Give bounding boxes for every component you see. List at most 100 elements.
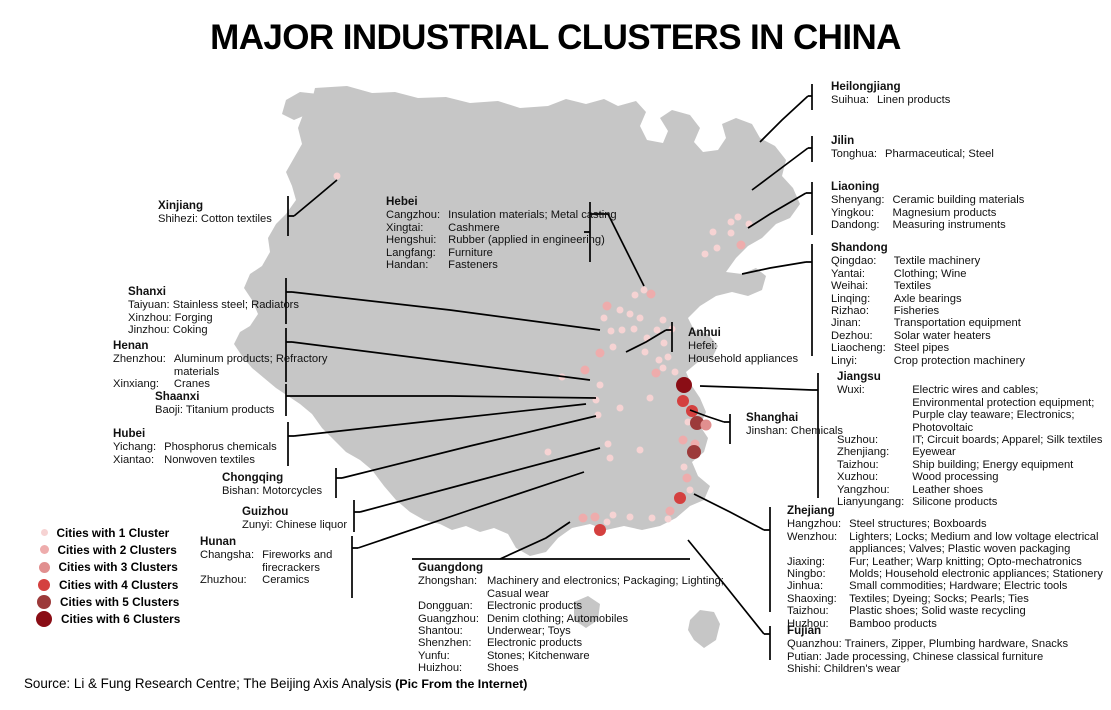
callout-products: Molds; Household electronic appliances; … bbox=[849, 568, 1103, 581]
city-dot-1-cluster bbox=[709, 228, 717, 236]
callout-entry: Shihezi: Cotton textiles bbox=[158, 213, 272, 226]
city-dot-4-cluster bbox=[677, 395, 689, 407]
callout-entry: Yantai: Clothing; Wine bbox=[831, 268, 1025, 280]
callout-products-cont: materials bbox=[173, 365, 220, 378]
page-title: MAJOR INDUSTRIAL CLUSTERS IN CHINA bbox=[210, 18, 901, 57]
callout-city: Hefei: bbox=[688, 340, 718, 353]
callout-line: Quanzhou: Trainers, Zipper, Plumbing har… bbox=[787, 638, 1069, 651]
callout-products: Small commodities; Hardware; Electric to… bbox=[849, 580, 1068, 593]
city-dot-1-cluster bbox=[653, 326, 661, 334]
callout-city: Yunfu: bbox=[418, 649, 450, 662]
legend-item-3: Cities with 3 Clusters bbox=[36, 559, 180, 576]
callout-city: Wuxi: bbox=[837, 384, 865, 397]
legend-label: Cities with 2 Clusters bbox=[57, 542, 177, 557]
callout-city: Xinxiang: bbox=[113, 378, 160, 391]
city-dot-1-cluster bbox=[616, 404, 624, 412]
callout-shanghai[interactable]: Shanghai Jinshan: Chemicals bbox=[737, 411, 843, 438]
callout-entry: Langfang: Furniture bbox=[386, 247, 617, 259]
callout-entry: Xinzhou: Forging bbox=[128, 311, 213, 324]
callout-heilongjiang[interactable]: Heilongjiang Suihua: Linen products bbox=[822, 80, 950, 107]
legend-dot-icon bbox=[37, 594, 51, 609]
callout-city: Huizhou: bbox=[418, 662, 463, 675]
callout-entry: Liaocheng: Steel pipes bbox=[831, 342, 1025, 354]
callout-shanxi[interactable]: Shanxi Taiyuan: Stainless steel; Radiator… bbox=[128, 285, 300, 337]
callout-entry-table: Wuxi: Electric wires and cables; Environme… bbox=[837, 384, 1102, 508]
city-dot-2-cluster bbox=[665, 506, 675, 516]
city-dot-1-cluster bbox=[686, 486, 694, 494]
callout-hebei[interactable]: Hebei Cangzhou: Insulation materials; Meta… bbox=[386, 195, 617, 271]
callout-zhejiang[interactable]: Zhejiang Hangzhou: Steel structures; Boxbo… bbox=[778, 504, 1103, 630]
callout-liaoning[interactable]: Liaoning Shenyang: Ceramic building materi… bbox=[822, 180, 1024, 232]
city-dot-2-cluster bbox=[595, 348, 605, 358]
city-dot-2-cluster bbox=[580, 365, 590, 375]
callout-jilin[interactable]: Jilin Tonghua: Pharmaceutical; Steel bbox=[822, 134, 994, 161]
callout-entry: Lianyungang: Silicone products bbox=[837, 496, 1102, 508]
city-dot-1-cluster bbox=[655, 356, 663, 364]
callout-shandong[interactable]: Shandong Qingdao: Textile machinery Yantai:… bbox=[822, 241, 1025, 367]
callout-products: Ceramic building materials bbox=[892, 194, 1025, 207]
callout-products: Solar water heaters bbox=[893, 329, 991, 342]
callout-entry-table: Cangzhou: Insulation materials; Metal cas… bbox=[386, 209, 617, 271]
callout-guangdong[interactable]: Guangdong Zhongshan: Machinery and electro… bbox=[418, 561, 724, 675]
callout-products: Shoes bbox=[486, 662, 519, 675]
callout-hunan[interactable]: Hunan Changsha: Fireworks and firecrackers Z… bbox=[200, 535, 332, 587]
callout-chongqing[interactable]: Chongqing Bishan: Motorcycles bbox=[222, 471, 322, 498]
city-dot-1-cluster bbox=[631, 291, 639, 299]
callout-province-name: Shanxi bbox=[128, 285, 167, 298]
callout-anhui[interactable]: Anhui Hefei: Household appliances bbox=[679, 326, 798, 365]
callout-products: Electronic products bbox=[486, 637, 583, 650]
city-dot-1-cluster bbox=[616, 306, 624, 314]
callout-city: Qingdao: bbox=[831, 255, 877, 268]
callout-guizhou[interactable]: Guizhou Zunyi: Chinese liquor bbox=[242, 505, 347, 532]
callout-entry: Dandong: Measuring instruments bbox=[831, 219, 1024, 231]
callout-entry: Linqing: Axle bearings bbox=[831, 293, 1025, 305]
city-dot-1-cluster bbox=[607, 327, 615, 335]
callout-city: Shantou: bbox=[418, 625, 463, 638]
callout-entry: Jinzhou: Coking bbox=[128, 324, 208, 337]
city-dot-1-cluster bbox=[727, 218, 735, 226]
callout-jiangsu[interactable]: Jiangsu Wuxi: Electric wires and cables; En… bbox=[828, 370, 1102, 508]
source-note: Source: Li & Fung Research Centre; The B… bbox=[24, 676, 527, 691]
city-dot-2-cluster bbox=[602, 301, 612, 311]
callout-province-name: Jilin bbox=[831, 134, 855, 147]
city-dot-1-cluster bbox=[626, 310, 634, 318]
callout-entry-table: Tonghua: Pharmaceutical; Steel bbox=[831, 148, 994, 160]
callout-products-cont: Environmental protection equipment; bbox=[912, 396, 1095, 409]
city-dot-1-cluster bbox=[646, 394, 654, 402]
callout-province-name: Jiangsu bbox=[837, 370, 881, 383]
callout-henan[interactable]: Henan Zhenzhou: Aluminum products; Refract… bbox=[113, 339, 327, 391]
callout-entry-table: Hangzhou: Steel structures; Boxboards Wenz… bbox=[787, 518, 1103, 630]
city-dot-1-cluster bbox=[671, 368, 679, 376]
city-dot-3-cluster bbox=[700, 419, 712, 431]
legend-item-4: Cities with 4 Clusters bbox=[36, 576, 180, 593]
callout-entry: Zhenzhou: Aluminum products; Refractory ma… bbox=[113, 353, 327, 378]
callout-fujian[interactable]: Fujian Quanzhou: Trainers, Zipper, Plumbi… bbox=[778, 624, 1069, 676]
city-dot-1-cluster bbox=[640, 286, 648, 294]
callout-products: Transportation equipment bbox=[893, 317, 1021, 330]
callout-entry: Shenyang: Ceramic building materials bbox=[831, 194, 1024, 206]
city-dot-1-cluster bbox=[609, 343, 617, 351]
callout-xinjiang[interactable]: Xinjiang Shihezi: Cotton textiles bbox=[158, 199, 272, 226]
callout-province-name: Shandong bbox=[831, 241, 888, 254]
callout-entry: Taiyuan: Stainless steel; Radiators bbox=[128, 299, 300, 312]
callout-city: Hangzhou: bbox=[787, 518, 842, 531]
callout-entry: Wenzhou: Lighters; Locks; Medium and low … bbox=[787, 531, 1103, 556]
city-dot-2-cluster bbox=[678, 435, 688, 445]
city-dot-1-cluster bbox=[636, 446, 644, 454]
city-dot-6-cluster bbox=[676, 377, 692, 393]
callout-entry: Handan: Fasteners bbox=[386, 259, 617, 271]
callout-hubei[interactable]: Hubei Yichang: Phosphorus chemicals Xiantao… bbox=[113, 427, 277, 466]
callout-line: Shishi: Children's wear bbox=[787, 663, 901, 676]
callout-city: Liaocheng: bbox=[831, 342, 886, 355]
callout-entry: Xinxiang: Cranes bbox=[113, 378, 327, 390]
callout-entry-table: Zhongshan: Machinery and electronics; Pac… bbox=[418, 575, 724, 674]
callout-shaanxi[interactable]: Shaanxi Baoji: Titanium products bbox=[155, 390, 274, 417]
callout-products: Textiles bbox=[893, 280, 932, 293]
legend-label: Cities with 4 Clusters bbox=[59, 577, 179, 592]
callout-products: Denim clothing; Automobiles bbox=[486, 612, 629, 625]
city-dot-1-cluster bbox=[648, 514, 656, 522]
callout-products: Bamboo products bbox=[849, 617, 937, 630]
callout-products: Steel pipes bbox=[893, 342, 950, 355]
city-dot-1-cluster bbox=[594, 411, 602, 419]
